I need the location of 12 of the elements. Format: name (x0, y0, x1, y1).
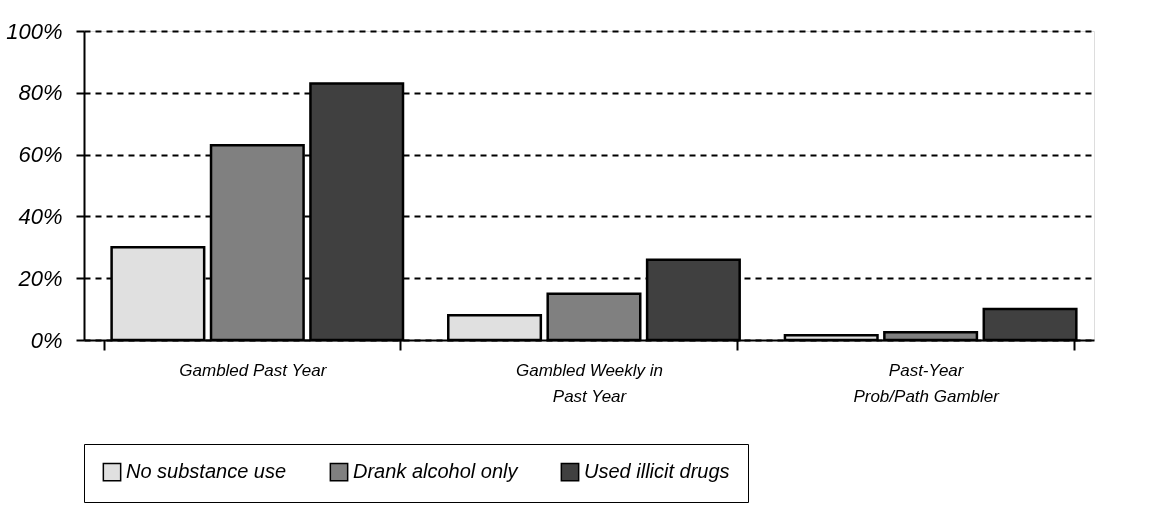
y-tick-label: 60% (18, 142, 63, 168)
x-tick-label: Gambled Past Year (179, 360, 328, 380)
legend-label: Drank alcohol only (353, 460, 519, 483)
y-tick-label: 20% (17, 265, 63, 291)
legend-label: Used illicit drugs (584, 460, 730, 483)
y-tick-label: 100% (6, 18, 63, 44)
y-tick-label: 80% (18, 80, 63, 106)
x-tick-label: Past-Year Prob/Path Gambler (853, 360, 1001, 406)
legend-label: No substance use (126, 460, 287, 483)
y-tick-label: 0% (30, 327, 63, 353)
x-tick-label: Gambled Weekly in Past Year (515, 360, 664, 406)
y-tick-label: 40% (18, 203, 63, 229)
